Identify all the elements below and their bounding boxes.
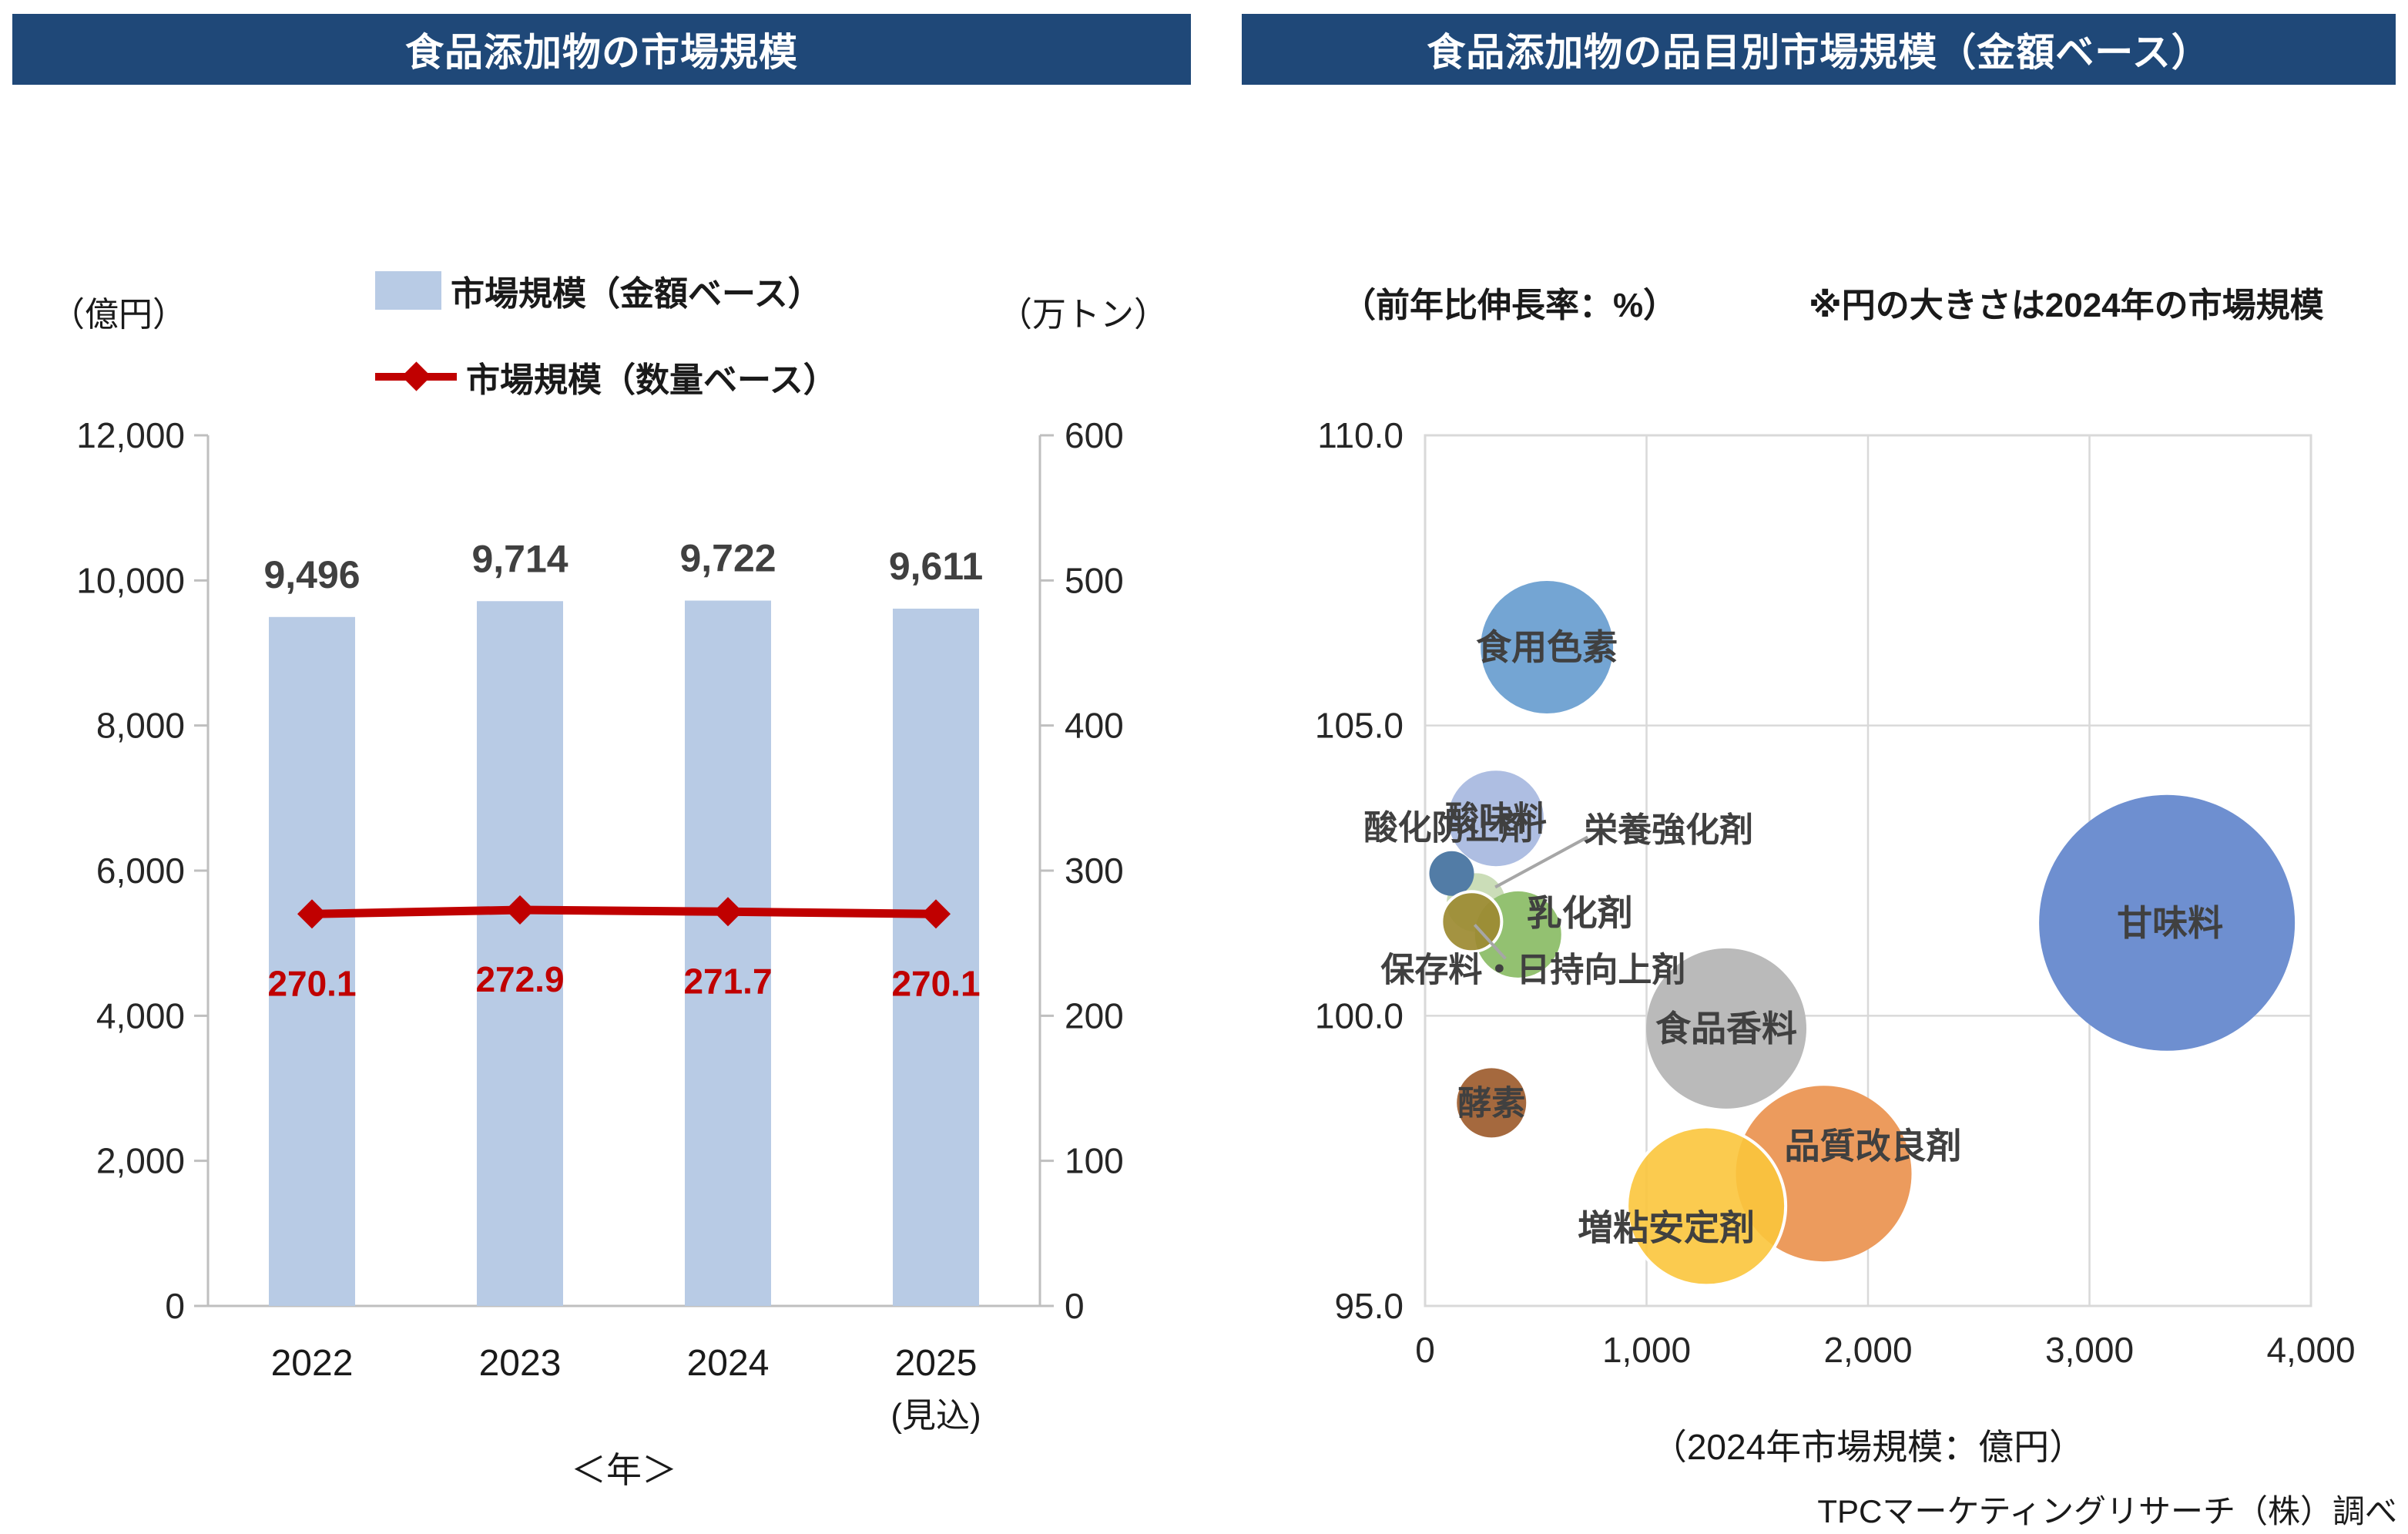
- right-axis-tick-label: 500: [1065, 560, 1124, 600]
- right-axis-tick-label: 0: [1065, 1286, 1085, 1326]
- bubble-食品香料: [1646, 948, 1806, 1109]
- bubble-label-食用色素: 食用色素: [1476, 627, 1618, 667]
- x-axis-tick-label: 0: [1415, 1330, 1435, 1370]
- bar-value-label: 9,714: [471, 537, 568, 580]
- x-axis-tick-label: 2,000: [1823, 1330, 1912, 1370]
- line-value-label: 270.1: [891, 963, 980, 1003]
- line-diamond-swatch-icon: [375, 361, 457, 391]
- bar-value-label: 9,496: [263, 553, 360, 596]
- bubble-label-増粘安定剤: 増粘安定剤: [1578, 1208, 1755, 1248]
- bubble-label-食品香料: 食品香料: [1655, 1009, 1797, 1049]
- right-axis-tick-label: 400: [1065, 706, 1124, 746]
- bar-swatch-icon: [375, 271, 441, 310]
- legend: 市場規模（金額ベース） 市場規模（数量ベース）: [375, 268, 837, 441]
- bubble-label-品質改良剤: 品質改良剤: [1785, 1126, 1962, 1166]
- leader-line-栄養強化剤: [1494, 835, 1589, 889]
- bubble-label-酸化防止剤: 酸化防止剤: [1364, 809, 1534, 847]
- source-note: TPCマーケティングリサーチ（株）調べ: [1817, 1493, 2397, 1529]
- legend-label-volume: 市場規模（数量ベース）: [466, 361, 837, 399]
- left-chart-title-banner: 食品添加物の市場規模: [12, 14, 1191, 85]
- bubble-甘味料: [2039, 794, 2296, 1051]
- bubble-食用色素: [1481, 580, 1614, 713]
- y-axis-tick-label: 110.0: [1317, 415, 1404, 455]
- line-value-label: 271.7: [683, 961, 772, 1001]
- left-axis-tick-label: 10,000: [76, 560, 185, 600]
- x-axis-tick-label: 3,000: [2045, 1330, 2134, 1370]
- left-axis-tick-label: 8,000: [96, 706, 185, 746]
- right-axis-tick-label: 300: [1065, 851, 1124, 891]
- bubble-酸味料: [1448, 770, 1544, 867]
- line-marker-diamond: [921, 899, 951, 929]
- left-axis-tick-label: 4,000: [96, 995, 185, 1036]
- y-axis-tick-label: 105.0: [1315, 706, 1404, 746]
- left-axis-tick-label: 2,000: [96, 1141, 185, 1181]
- y-axis-tick-label: 95.0: [1334, 1286, 1404, 1326]
- category-label: 2022: [271, 1343, 354, 1384]
- right-chart-x-axis-title: （2024年市場規模：億円）: [1651, 1427, 2085, 1467]
- right-axis-tick-label: 100: [1065, 1141, 1124, 1181]
- legend-item-volume: 市場規模（数量ベース）: [375, 354, 837, 399]
- bar-value-label: 9,722: [679, 537, 776, 580]
- category-suffix-label: (見込): [890, 1397, 981, 1435]
- line-marker-diamond: [713, 897, 743, 927]
- category-label: 2023: [479, 1343, 562, 1384]
- bar-2023: [477, 601, 563, 1306]
- bubble-label-保存料・日持向上剤: 保存料・日持向上剤: [1380, 952, 1685, 989]
- bubble-酸化防止剤: [1429, 851, 1474, 896]
- y-axis-tick-label: 100.0: [1315, 995, 1404, 1036]
- left-axis-unit-label: （億円）: [51, 296, 186, 334]
- bubble-size-note: ※円の大きさは2024年の市場規模: [1809, 287, 2324, 324]
- legend-item-amount: 市場規模（金額ベース）: [375, 268, 837, 313]
- bubble-label-甘味料: 甘味料: [2117, 903, 2223, 943]
- right-axis-tick-label: 600: [1065, 415, 1124, 455]
- right-chart-title-banner: 食品添加物の品目別市場規模（金額ベース）: [1242, 14, 2396, 85]
- bar-2025: [893, 608, 979, 1306]
- category-label: 2024: [687, 1343, 770, 1384]
- x-axis-tick-label: 1,000: [1602, 1330, 1691, 1370]
- left-chart-x-axis-title: ＜年＞: [571, 1450, 677, 1490]
- right-axis-tick-label: 200: [1065, 995, 1124, 1036]
- line-marker-diamond: [297, 899, 327, 929]
- x-axis-tick-label: 4,000: [2266, 1330, 2355, 1370]
- left-axis-tick-label: 0: [165, 1286, 185, 1326]
- bar-value-label: 9,611: [889, 545, 983, 588]
- right-axis-unit-label: （万トン）: [998, 296, 1168, 334]
- line-marker-diamond: [505, 895, 535, 925]
- bubble-酵素: [1457, 1068, 1527, 1138]
- left-axis-tick-label: 6,000: [96, 851, 185, 891]
- legend-label-amount: 市場規模（金額ベース）: [451, 275, 822, 313]
- line-value-label: 270.1: [267, 963, 356, 1003]
- bubble-label-酸味料: 酸味料: [1445, 801, 1547, 838]
- bubble-label-乳化剤: 乳化剤: [1527, 893, 1633, 933]
- right-chart-title: 食品添加物の品目別市場規模（金額ベース）: [1427, 31, 2211, 74]
- leader-line-保存料・日持向上剤: [1473, 923, 1507, 960]
- category-label: 2025: [895, 1343, 978, 1384]
- bar-2024: [685, 600, 771, 1306]
- bar-2022: [269, 616, 355, 1306]
- y-axis-note: （前年比伸長率：%）: [1342, 287, 1678, 324]
- bubble-増粘安定剤: [1625, 1125, 1788, 1287]
- bubble-label-栄養強化剤: 栄養強化剤: [1584, 811, 1753, 849]
- left-axis-tick-label: 12,000: [76, 415, 185, 455]
- left-chart-title: 食品添加物の市場規模: [405, 31, 798, 74]
- line-value-label: 272.9: [475, 959, 564, 999]
- line-series: [311, 905, 937, 918]
- bubble-label-酵素: 酵素: [1457, 1085, 1525, 1123]
